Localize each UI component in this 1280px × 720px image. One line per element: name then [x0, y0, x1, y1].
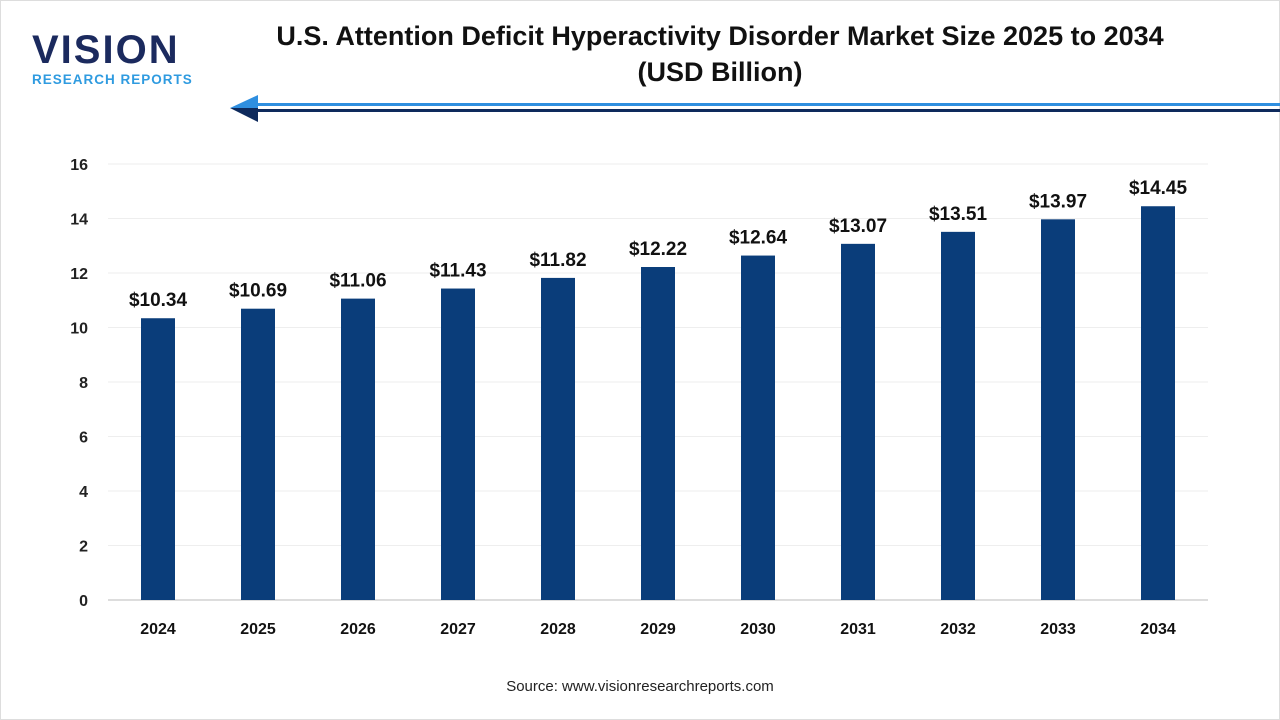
y-tick-label: 14 [70, 212, 88, 229]
data-label: $13.07 [829, 216, 887, 237]
logo-brand: VISION [32, 28, 180, 72]
data-label: $11.43 [429, 261, 486, 282]
logo: VISION RESEARCH REPORTS [32, 30, 193, 87]
x-tick-label: 2028 [540, 621, 576, 638]
bar [641, 267, 675, 600]
y-tick-label: 16 [70, 157, 88, 174]
x-tick-label: 2024 [140, 621, 176, 638]
x-tick-label: 2030 [740, 621, 776, 638]
y-tick-label: 4 [79, 484, 88, 501]
y-tick-label: 8 [79, 375, 88, 392]
bar [741, 255, 775, 600]
data-label: $10.69 [229, 281, 287, 302]
x-tick-label: 2027 [440, 621, 476, 638]
logo-sub: RESEARCH REPORTS [32, 72, 193, 87]
bar [441, 288, 475, 600]
data-label: $13.51 [929, 204, 988, 225]
y-tick-label: 6 [79, 430, 88, 447]
data-label: $11.82 [529, 250, 586, 271]
x-tick-label: 2034 [1140, 621, 1176, 638]
x-tick-label: 2026 [340, 621, 376, 638]
x-tick-label: 2025 [240, 621, 276, 638]
x-tick-label: 2031 [840, 621, 876, 638]
bar [541, 277, 575, 600]
y-tick-label: 12 [70, 266, 88, 283]
y-tick-label: 0 [79, 593, 88, 610]
data-label: $12.22 [629, 239, 687, 260]
y-tick-label: 2 [79, 539, 88, 556]
data-label: $10.34 [129, 290, 188, 311]
bar [141, 318, 175, 600]
bar [1141, 206, 1175, 601]
data-label: $14.45 [1129, 178, 1188, 199]
bar [241, 308, 275, 600]
x-tick-label: 2033 [1040, 621, 1076, 638]
data-label: $12.64 [729, 228, 788, 249]
bar [1041, 219, 1075, 600]
x-tick-label: 2029 [640, 621, 676, 638]
chart-title: U.S. Attention Deficit Hyperactivity Dis… [276, 21, 1164, 87]
data-label: $13.97 [1029, 191, 1087, 212]
x-tick-label: 2032 [940, 621, 976, 638]
bar [341, 298, 375, 600]
data-label: $11.06 [329, 271, 386, 292]
bar [941, 231, 975, 601]
source-note: Source: www.visionresearchreports.com [506, 678, 774, 695]
bar [841, 243, 875, 600]
header-arrow-icon [230, 95, 1280, 122]
y-tick-label: 10 [70, 321, 88, 338]
